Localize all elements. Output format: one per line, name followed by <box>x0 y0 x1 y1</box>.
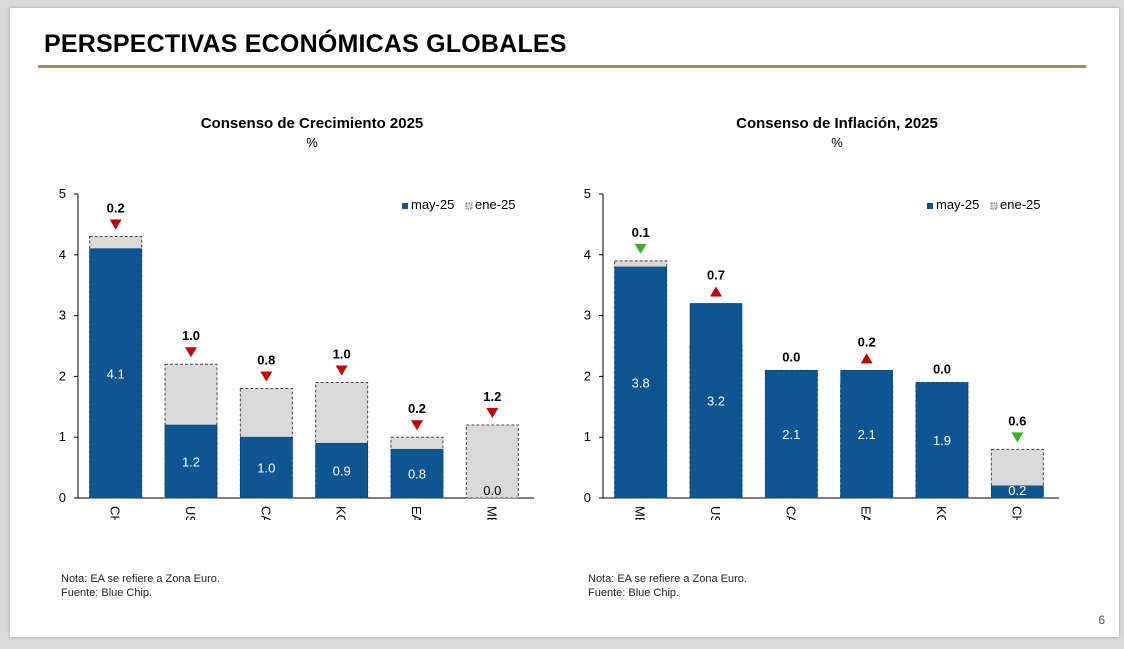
bar-may-25 <box>915 382 969 499</box>
y-tick-label: 5 <box>59 186 66 201</box>
y-tick-label: 2 <box>584 368 591 383</box>
bar-may-25 <box>315 442 368 499</box>
change-label: 0.7 <box>707 267 725 282</box>
bar-value-label: 2.1 <box>858 427 876 442</box>
change-label: 0.8 <box>257 353 275 368</box>
down-arrow-icon <box>260 371 273 382</box>
bar-may-25 <box>991 485 1044 499</box>
change-label: 1.0 <box>333 346 351 361</box>
slide: PERSPECTIVAS ECONÓMICAS GLOBALES Consens… <box>10 8 1119 637</box>
bar-may-25 <box>689 303 743 499</box>
change-label: 0.2 <box>408 401 426 416</box>
bar-value-label: 0.9 <box>333 464 351 479</box>
x-tick-label: USA <box>708 506 723 520</box>
x-tick-label: USA <box>183 506 198 520</box>
legend-label: ene-25 <box>1000 197 1040 212</box>
y-tick-label: 5 <box>584 186 591 201</box>
down-arrow-icon <box>1011 432 1024 443</box>
bar-value-label: 0.0 <box>483 483 501 498</box>
bar-value-label: 1.2 <box>182 455 200 470</box>
bar-value-label: 1.0 <box>257 461 275 476</box>
y-tick-label: 0 <box>584 490 591 505</box>
down-arrow-icon <box>185 347 197 358</box>
legend-label: may-25 <box>936 197 979 212</box>
change-label: 0.1 <box>632 225 650 240</box>
x-tick-label: EA <box>859 506 874 520</box>
inflation-note: Nota: EA se refiere a Zona Euro. Fuente:… <box>588 572 747 600</box>
y-tick-label: 2 <box>59 368 66 383</box>
chart-subtitle: % <box>831 135 843 150</box>
page-title: PERSPECTIVAS ECONÓMICAS GLOBALES <box>44 30 567 58</box>
up-arrow-icon <box>710 286 722 297</box>
y-tick-label: 0 <box>59 490 66 505</box>
legend-label: ene-25 <box>475 197 515 212</box>
bar-may-25 <box>840 370 893 499</box>
x-tick-label: CHN <box>1009 506 1024 520</box>
change-label: 0.2 <box>107 201 125 216</box>
bar-value-label: 0.2 <box>1008 483 1026 498</box>
bar-value-label: 1.9 <box>933 433 951 448</box>
bar-may-25 <box>390 449 444 499</box>
change-label: 0.0 <box>782 349 800 364</box>
chart-title: Consenso de Crecimiento 2025 <box>201 115 424 132</box>
y-tick-label: 3 <box>59 308 66 323</box>
bar-value-label: 3.2 <box>707 394 725 409</box>
down-arrow-icon <box>335 365 348 376</box>
source-line: Fuente: Blue Chip. <box>61 587 153 599</box>
bar-may-25 <box>164 424 218 499</box>
inflation-chart: Consenso de Inflación, 2025% 0 1 2 3 4 5 3.8 0.1… <box>584 115 1059 520</box>
change-label: 1.0 <box>182 328 200 343</box>
y-tick-label: 1 <box>584 429 591 444</box>
down-arrow-icon <box>486 408 499 419</box>
growth-chart: Consenso de Crecimiento 2025% 0 1 2 3 4 5 4.1 0.… <box>59 115 534 520</box>
down-arrow-icon <box>109 219 122 230</box>
y-tick-label: 1 <box>59 429 66 444</box>
legend-swatch-may <box>402 203 408 209</box>
chart-subtitle: % <box>306 135 318 150</box>
x-tick-label: EA <box>409 506 424 520</box>
bar-may-25 <box>614 266 667 499</box>
page-number: 6 <box>1098 613 1105 627</box>
title-underline <box>38 65 1086 68</box>
x-tick-label: MEX <box>633 506 648 520</box>
x-tick-label: KOR <box>334 506 349 520</box>
note-line: Nota: EA se refiere a Zona Euro. <box>588 573 747 585</box>
bar-ene-25 <box>465 424 519 499</box>
down-arrow-icon <box>411 420 423 431</box>
legend-swatch-may <box>927 203 933 209</box>
change-label: 1.2 <box>483 389 501 404</box>
legend-label: may-25 <box>411 197 454 212</box>
chart-title: Consenso de Inflación, 2025 <box>736 115 938 132</box>
legend-swatch-ene <box>465 202 473 210</box>
down-arrow-icon <box>634 243 647 254</box>
x-tick-label: MEX <box>484 506 499 520</box>
bar-value-label: 3.8 <box>632 375 650 390</box>
change-label: 0.0 <box>933 361 951 376</box>
x-tick-label: CAN <box>783 506 798 520</box>
source-line: Fuente: Blue Chip. <box>588 587 680 599</box>
up-arrow-icon <box>860 353 873 364</box>
x-tick-label: CAN <box>258 506 273 520</box>
y-tick-label: 4 <box>584 247 591 262</box>
y-tick-label: 3 <box>584 308 591 323</box>
bar-may-25 <box>240 436 293 499</box>
x-tick-label: CHIN <box>108 506 123 520</box>
legend-swatch-ene <box>990 202 998 210</box>
change-label: 0.2 <box>858 334 876 349</box>
bar-value-label: 4.1 <box>107 366 125 381</box>
bar-value-label: 0.8 <box>408 467 426 482</box>
y-tick-label: 4 <box>59 247 66 262</box>
growth-note: Nota: EA se refiere a Zona Euro. Fuente:… <box>61 572 220 600</box>
bar-may-25 <box>765 370 818 499</box>
bar-value-label: 2.1 <box>782 427 800 442</box>
note-line: Nota: EA se refiere a Zona Euro. <box>61 573 220 585</box>
x-tick-label: KOR <box>934 506 949 520</box>
change-label: 0.6 <box>1008 413 1026 428</box>
bar-may-25 <box>89 248 142 499</box>
